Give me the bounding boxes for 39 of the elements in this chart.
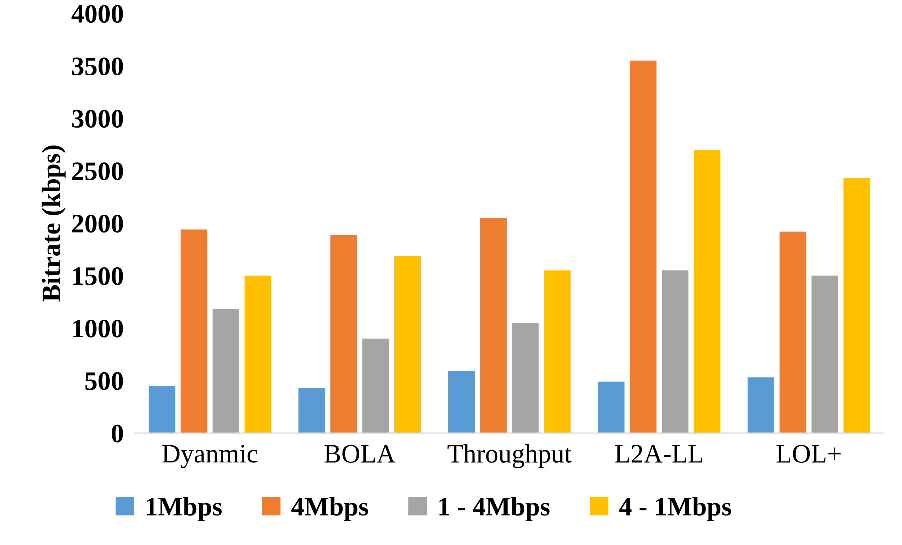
bar (298, 388, 326, 434)
bar (362, 338, 390, 434)
bar (480, 218, 507, 434)
bar (694, 150, 721, 434)
bar (512, 323, 539, 434)
legend-label: 1Mbps (147, 497, 222, 522)
y-tick-label: 500 (86, 372, 124, 390)
legend-label: 4 - 1Mbps (619, 497, 732, 522)
y-tick-label: 2500 (72, 162, 124, 180)
bar (244, 276, 272, 434)
bar (212, 309, 240, 434)
bar (448, 371, 476, 434)
bar (598, 382, 625, 434)
x-tick-label: LOL+ (776, 445, 841, 463)
bar (748, 378, 774, 434)
bar (180, 230, 208, 434)
bar (780, 232, 806, 434)
x-tick-label: L2A-LL (615, 445, 702, 463)
x-tick-label: Throughput (448, 444, 572, 468)
y-tick-label: 3500 (72, 58, 124, 76)
legend-label: 1 - 4Mbps (440, 497, 550, 522)
x-tick-label: BOLA (324, 445, 396, 463)
bar (148, 386, 176, 434)
bar (630, 60, 657, 434)
legend-label: 4Mbps (292, 497, 368, 522)
x-tick-label: Dyanmic (162, 445, 258, 468)
bar (844, 178, 870, 434)
bar (394, 256, 422, 434)
bar (812, 276, 838, 434)
y-tick-label: 3000 (72, 110, 124, 128)
y-tick-label: 2000 (72, 215, 124, 233)
y-tick-label: 1000 (74, 320, 124, 338)
y-axis-title: Bitrate (kbps) (42, 146, 66, 302)
y-tick-label: 0 (112, 424, 124, 443)
bar (330, 234, 358, 434)
y-tick-label: 1500 (74, 268, 124, 286)
y-tick-label: 4000 (72, 5, 124, 24)
bar (662, 270, 689, 434)
bar (544, 270, 571, 434)
